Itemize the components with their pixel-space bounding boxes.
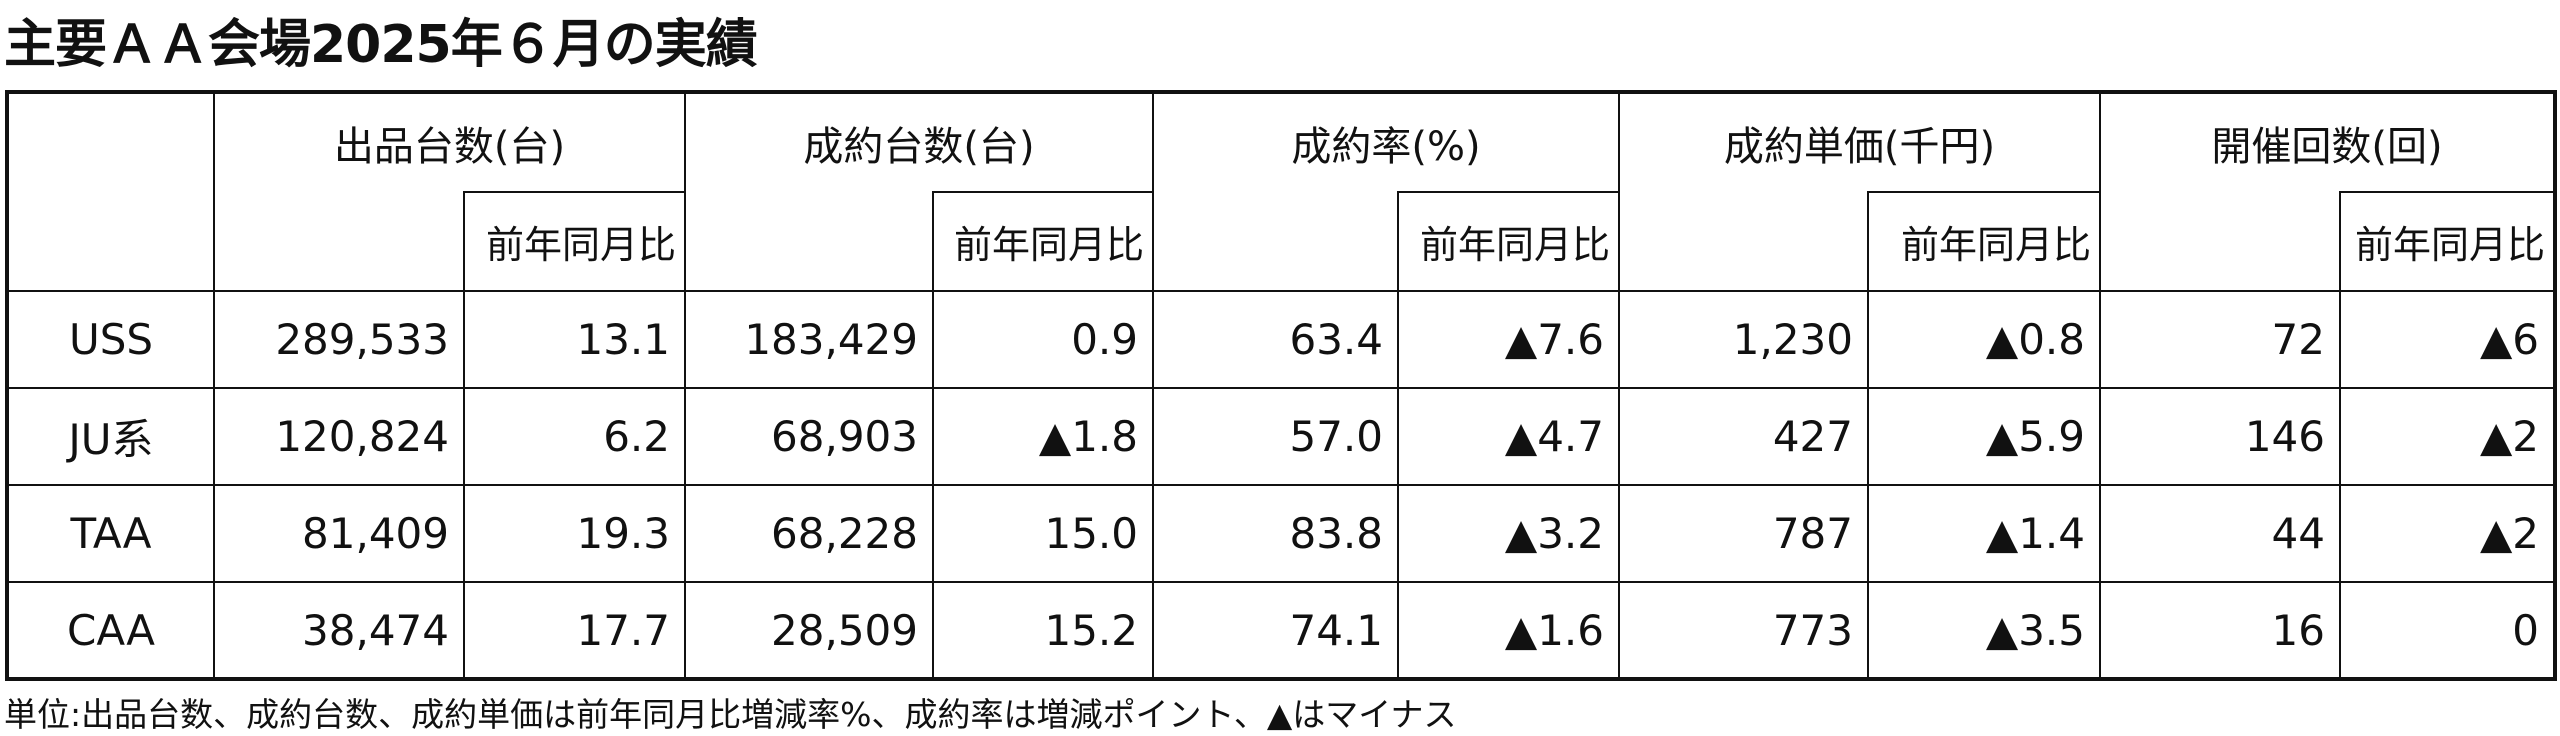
data-row: USS 289,533 13.1 183,429 0.9 63.4 ▲7.6 1,230 ▲0.… bbox=[6, 290, 2557, 389]
cell: 15.2 bbox=[932, 581, 1154, 680]
cell: 0.9 bbox=[932, 290, 1154, 389]
row-label: TAA bbox=[6, 484, 215, 583]
empty-cell bbox=[1618, 192, 1869, 292]
cell: 0 bbox=[2338, 581, 2557, 680]
group-header: 出品台数(台) bbox=[213, 91, 686, 192]
cell: 68,903 bbox=[684, 387, 934, 486]
sub-header: 前年同月比 bbox=[1867, 191, 2101, 292]
data-row: JU系 120,824 6.2 68,903 ▲1.8 57.0 ▲4.7 427 ▲5.9 14… bbox=[6, 387, 2557, 486]
cell: ▲6 bbox=[2338, 290, 2557, 389]
cell: 83.8 bbox=[1152, 484, 1399, 583]
sub-header: 前年同月比 bbox=[1397, 191, 1620, 292]
title: 主要ＡＡ会場2025年６月の実績 bbox=[4, 15, 758, 75]
data-row: TAA 81,409 19.3 68,228 15.0 83.8 ▲3.2 787 ▲1.4 44… bbox=[6, 484, 2557, 583]
cell: ▲3.2 bbox=[1397, 484, 1620, 583]
header-row: 出品台数(台) 成約台数(台) 成約率(%) 成約単価(千円) 開催回数(回) bbox=[6, 91, 2557, 292]
cell: 81,409 bbox=[213, 484, 465, 583]
cell: 68,228 bbox=[684, 484, 934, 583]
sub-header: 前年同月比 bbox=[463, 191, 686, 292]
group-header: 成約台数(台) bbox=[684, 91, 1154, 192]
group-header: 成約単価(千円) bbox=[1618, 91, 2101, 192]
cell: 773 bbox=[1618, 581, 1869, 680]
empty-cell bbox=[1152, 192, 1399, 292]
cell: 183,429 bbox=[684, 290, 934, 389]
footnote: 単位:出品台数、成約台数、成約単価は前年同月比増減率%、成約率は増減ポイント、▲… bbox=[4, 695, 1457, 734]
cell: 19.3 bbox=[463, 484, 686, 583]
row-label: JU系 bbox=[6, 387, 215, 486]
sub-header: 前年同月比 bbox=[932, 191, 1154, 292]
cell: 6.2 bbox=[463, 387, 686, 486]
cell: 146 bbox=[2099, 387, 2341, 486]
cell: 28,509 bbox=[684, 581, 934, 680]
empty-cell bbox=[684, 192, 934, 292]
results-table: 出品台数(台) 成約台数(台) 成約率(%) 成約単価(千円) 開催回数(回) 前年同月比… bbox=[5, 90, 2558, 681]
row-label: USS bbox=[6, 290, 215, 389]
group-header: 開催回数(回) bbox=[2098, 91, 2557, 192]
cell: 427 bbox=[1618, 387, 1869, 486]
cell: 63.4 bbox=[1152, 290, 1399, 389]
row-label: CAA bbox=[6, 581, 215, 680]
cell: 787 bbox=[1618, 484, 1869, 583]
cell: ▲0.8 bbox=[1867, 290, 2101, 389]
cell: ▲2 bbox=[2338, 484, 2557, 583]
cell: ▲2 bbox=[2338, 387, 2557, 486]
cell: 74.1 bbox=[1152, 581, 1399, 680]
cell: ▲1.8 bbox=[932, 387, 1154, 486]
cell: 72 bbox=[2099, 290, 2341, 389]
cell: 289,533 bbox=[213, 290, 465, 389]
data-row: CAA 38,474 17.7 28,509 15.2 74.1 ▲1.6 773 ▲3.5 16… bbox=[6, 581, 2557, 680]
cell: ▲5.9 bbox=[1867, 387, 2101, 486]
cell: 1,230 bbox=[1618, 290, 1869, 389]
cell: ▲4.7 bbox=[1397, 387, 1620, 486]
cell: 15.0 bbox=[932, 484, 1154, 583]
empty-cell bbox=[213, 192, 465, 292]
cell: 57.0 bbox=[1152, 387, 1399, 486]
cell: 17.7 bbox=[463, 581, 686, 680]
sub-header: 前年同月比 bbox=[2338, 191, 2557, 292]
sub-header-row: 前年同月比 前年同月比 前年同月比 前年同月比 前年同月比 bbox=[7, 191, 2557, 292]
empty-cell bbox=[2099, 192, 2341, 292]
cell: 16 bbox=[2099, 581, 2341, 680]
cell: 38,474 bbox=[213, 581, 465, 680]
cell: 120,824 bbox=[213, 387, 465, 486]
cell: ▲7.6 bbox=[1397, 290, 1620, 389]
cell: ▲3.5 bbox=[1867, 581, 2101, 680]
cell: 44 bbox=[2099, 484, 2341, 583]
cell: ▲1.6 bbox=[1397, 581, 1620, 680]
cell: ▲1.4 bbox=[1867, 484, 2101, 583]
corner-cell bbox=[6, 91, 215, 292]
cell: 13.1 bbox=[463, 290, 686, 389]
group-header: 成約率(%) bbox=[1152, 91, 1620, 192]
